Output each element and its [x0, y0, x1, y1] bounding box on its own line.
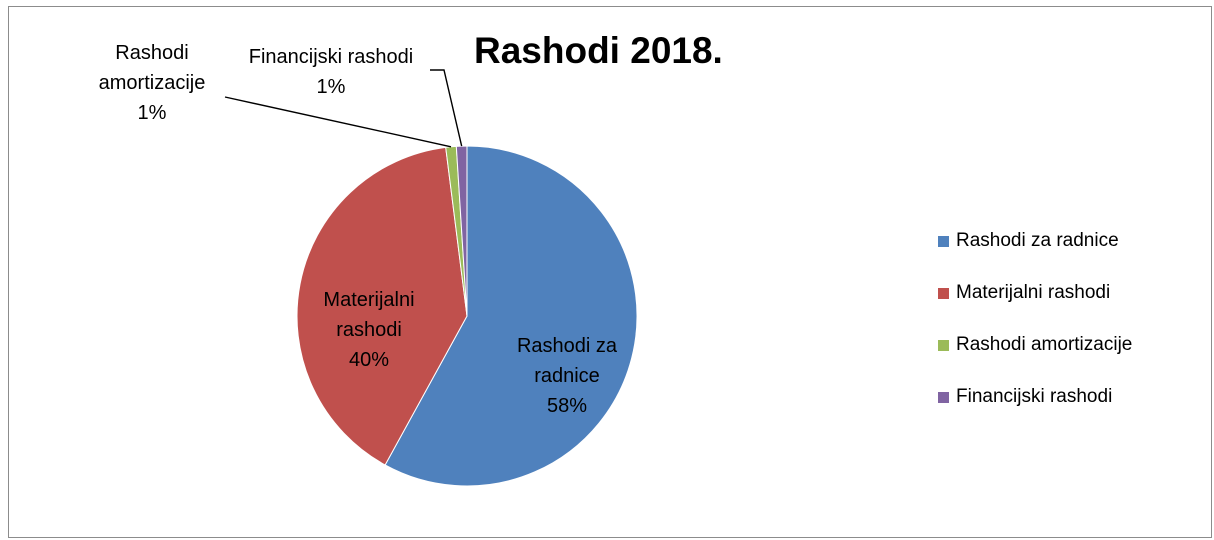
- pie-slice-0: [384, 145, 638, 487]
- legend-label: Rashodi za radnice: [956, 230, 1119, 251]
- legend: Rashodi za radnice Materijalni rashodi R…: [938, 229, 1132, 437]
- pie-slice-1: [296, 146, 468, 466]
- legend-swatch: [938, 287, 949, 299]
- legend-item-rashodi-za-radnice: Rashodi za radnice: [938, 229, 1132, 253]
- legend-swatch: [938, 339, 949, 351]
- data-label-financijski-rashodi: Financijski rashodi 1%: [249, 46, 414, 98]
- chart-title: Rashodi 2018.: [474, 30, 723, 71]
- legend-swatch: [938, 235, 949, 247]
- data-label-materijalni-rashodi: Materijalni rashodi 40%: [323, 289, 414, 371]
- leader-line-rashodi-amortizacije: [224, 96, 452, 148]
- leader-line-financijski-rashodi: [430, 69, 463, 147]
- legend-swatch: [938, 391, 949, 403]
- legend-label: Financijski rashodi: [956, 386, 1113, 407]
- legend-label: Rashodi amortizacije: [956, 334, 1133, 355]
- data-label-rashodi-amortizacije: Rashodi amortizacije 1%: [99, 42, 206, 124]
- legend-label: Materijalni rashodi: [956, 282, 1111, 303]
- legend-item-rashodi-amortizacije: Rashodi amortizacije: [938, 333, 1132, 357]
- data-label-rashodi-za-radnice: Rashodi za radnice 58%: [517, 335, 618, 417]
- legend-item-financijski-rashodi: Financijski rashodi: [938, 385, 1132, 409]
- legend-item-materijalni-rashodi: Materijalni rashodi: [938, 281, 1132, 305]
